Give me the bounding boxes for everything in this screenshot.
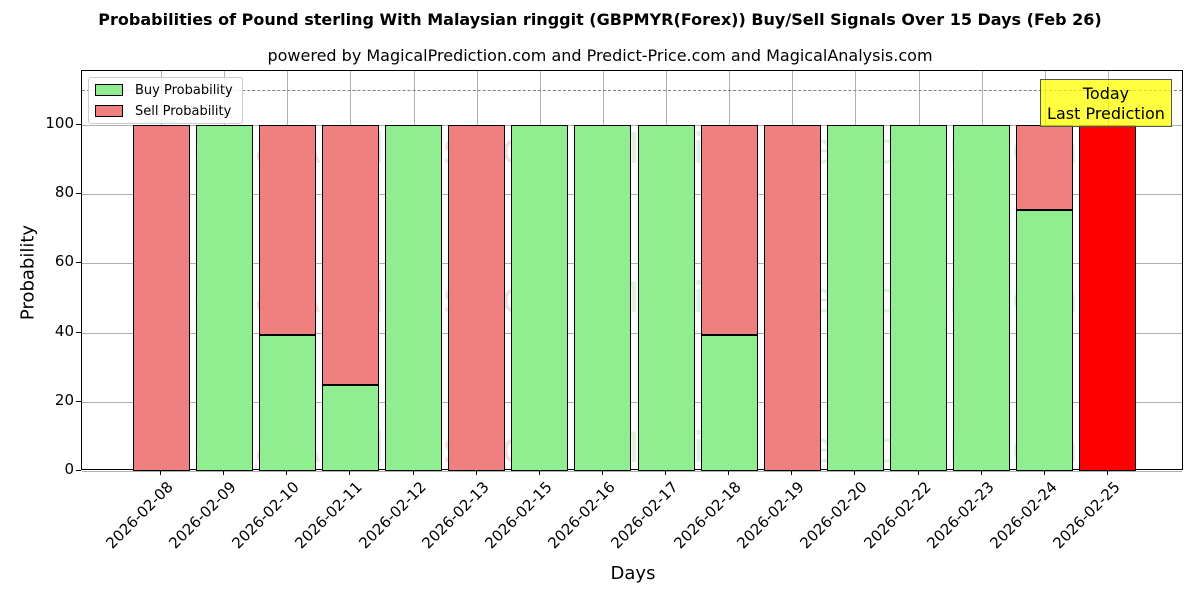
x-tick-mark <box>1106 470 1108 475</box>
y-tick-label: 0 <box>64 460 74 478</box>
legend-label-sell: Sell Probability <box>135 103 232 119</box>
legend-item-buy: Buy Probability <box>95 81 233 99</box>
x-tick-mark <box>475 470 477 475</box>
legend-label-buy: Buy Probability <box>135 82 233 98</box>
sell-swatch-icon <box>95 105 123 117</box>
y-tick-label: 80 <box>54 183 74 202</box>
y-tick-label: 100 <box>45 114 74 132</box>
x-axis-label: Days <box>610 563 656 584</box>
bar-buy <box>1016 210 1074 471</box>
x-tick-mark <box>917 470 919 475</box>
x-tick-mark <box>538 470 540 475</box>
x-tick-mark <box>728 470 730 475</box>
y-tick-mark <box>76 262 81 264</box>
grid-line-h <box>82 263 1182 265</box>
y-axis-label: Probability <box>17 224 39 321</box>
x-tick-mark <box>160 470 161 475</box>
x-tick-mark <box>980 470 982 475</box>
y-tick-label: 40 <box>54 321 74 340</box>
reference-line <box>82 90 1182 92</box>
x-tick-mark <box>286 470 288 475</box>
bar-buy <box>321 384 379 471</box>
bar-buy <box>953 125 1011 471</box>
x-tick-mark <box>1043 470 1045 475</box>
x-tick-mark <box>665 470 667 475</box>
annotation-line-2: Last Prediction <box>1047 104 1165 123</box>
legend-item-sell: Sell Probability <box>95 102 231 120</box>
y-tick-mark <box>76 331 81 333</box>
x-tick-mark <box>223 470 225 475</box>
y-tick-mark <box>76 400 81 402</box>
grid-line-h <box>82 194 1182 196</box>
chart-subtitle: powered by MagicalPrediction.com and Pre… <box>267 46 933 65</box>
x-tick-mark <box>412 470 414 475</box>
legend: Buy Probability Sell Probability <box>88 77 243 124</box>
bar-buy <box>574 125 632 471</box>
x-tick-mark <box>601 470 603 475</box>
x-tick-mark <box>854 470 856 475</box>
grid-line-h <box>82 471 1182 472</box>
bar-buy <box>258 335 316 471</box>
y-tick-label: 60 <box>54 252 74 271</box>
grid-line-h <box>82 332 1182 334</box>
y-tick-mark <box>76 124 81 125</box>
today-annotation: Today Last Prediction <box>1040 79 1172 127</box>
annotation-line-1: Today <box>1082 84 1130 103</box>
buy-swatch-icon <box>95 84 123 96</box>
bar-sell <box>1016 125 1074 211</box>
y-tick-mark <box>76 470 81 471</box>
bar-buy <box>385 125 443 471</box>
chart-title: Probabilities of Pound sterling With Mal… <box>98 10 1102 29</box>
grid-line-h <box>82 401 1182 403</box>
bar-buy <box>511 125 569 471</box>
bar-today-sell <box>1079 125 1137 471</box>
grid-line-h <box>82 125 1182 126</box>
bar-sell <box>700 125 758 336</box>
bar-buy <box>637 125 695 471</box>
y-tick-mark <box>76 193 81 195</box>
bar-buy <box>826 125 884 471</box>
y-tick-label: 20 <box>54 390 74 409</box>
bar-sell <box>321 125 379 385</box>
x-tick-mark <box>791 470 793 475</box>
bar-buy <box>890 125 948 471</box>
bar-sell <box>448 125 506 471</box>
bar-buy <box>195 125 253 471</box>
plot-area: MagicalAnalysis.comMagica Prediction.com… <box>81 70 1183 472</box>
x-tick-mark <box>349 470 351 475</box>
bar-sell <box>132 125 190 471</box>
bar-sell <box>258 125 316 336</box>
bar-sell <box>763 125 821 471</box>
bar-buy <box>700 335 758 471</box>
